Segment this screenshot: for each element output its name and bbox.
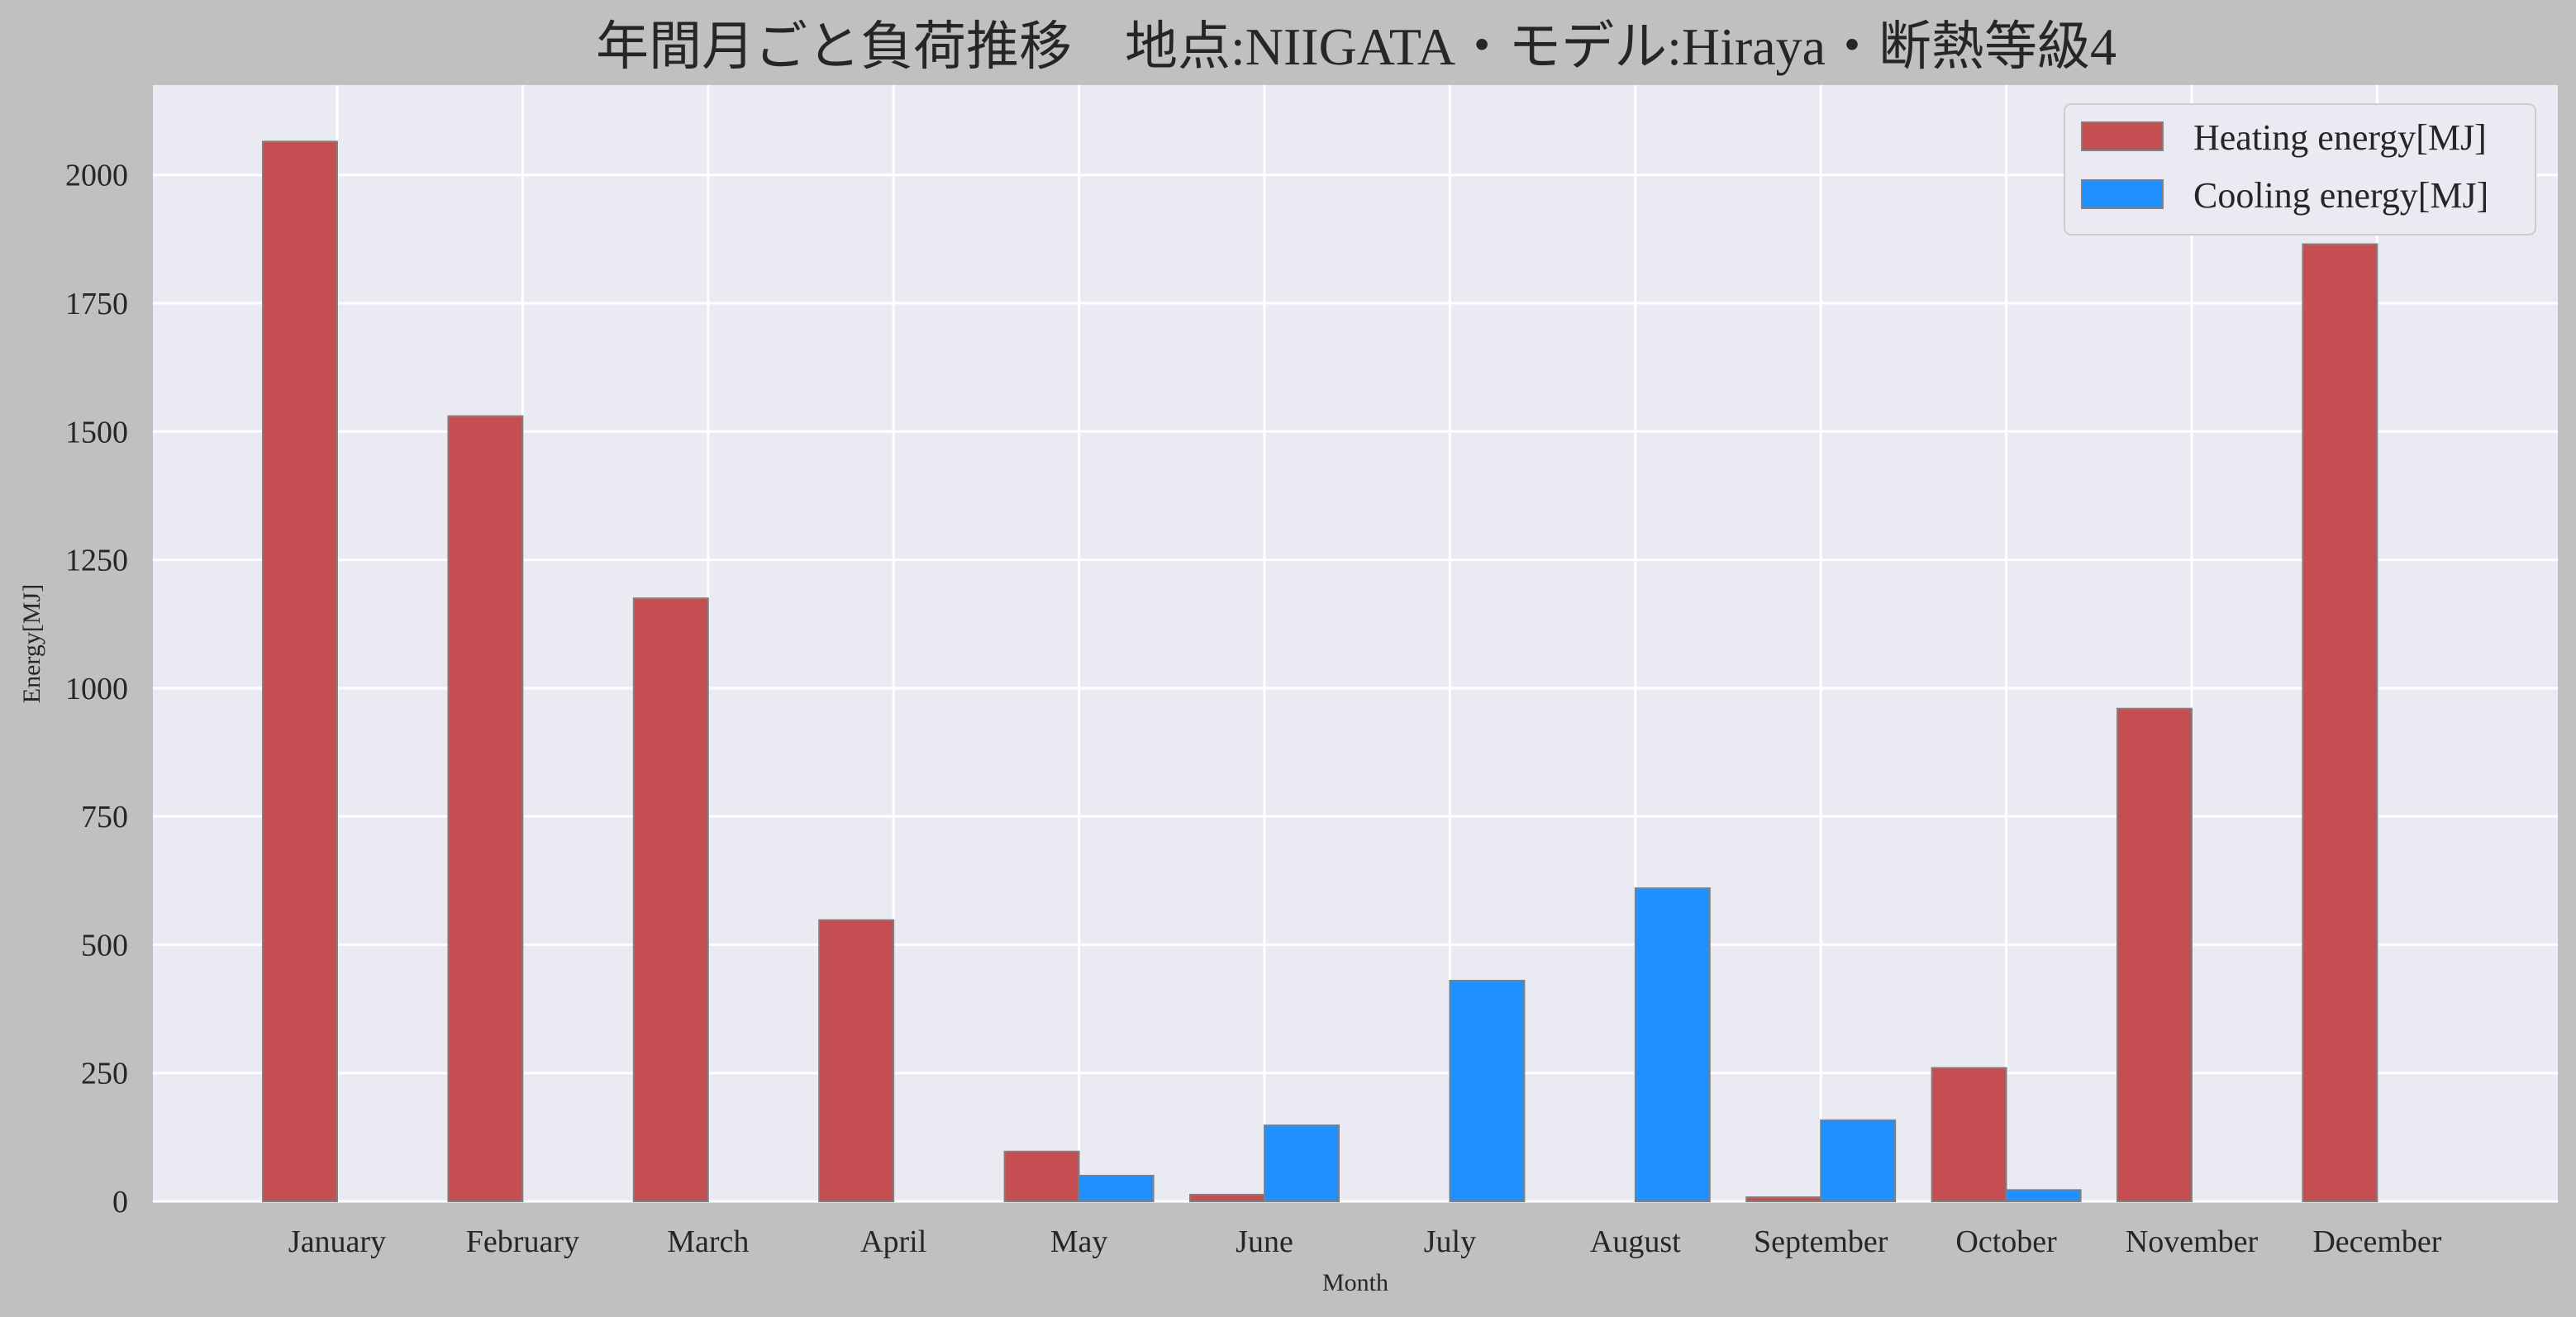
x-tick-label: April [860, 1224, 926, 1259]
legend-label-heating: Heating energy[MJ] [2193, 117, 2487, 158]
x-tick-label: October [1955, 1224, 2057, 1259]
y-tick-label: 500 [81, 928, 128, 963]
bar-heating [2302, 243, 2378, 1203]
y-tick-label: 1750 [65, 287, 128, 321]
bar-cooling [1820, 1119, 1897, 1203]
x-tick-label: July [1424, 1224, 1476, 1259]
y-tick-label: 1250 [65, 544, 128, 578]
legend-swatch-cooling [2081, 179, 2164, 209]
bar-heating [1189, 1193, 1265, 1202]
bar-cooling [1078, 1174, 1155, 1202]
bar-heating [1003, 1150, 1080, 1203]
x-tick-label: May [1050, 1224, 1108, 1259]
y-tick-label: 250 [81, 1057, 128, 1091]
x-tick-label: June [1236, 1224, 1293, 1259]
x-axis-ticks: January February March April May June July Augu… [288, 1224, 2442, 1259]
bar-heating [1931, 1067, 2007, 1202]
bar-heating [447, 415, 524, 1203]
bar-cooling [1264, 1124, 1340, 1202]
y-tick-label: 1000 [65, 672, 128, 706]
bar-heating [632, 597, 709, 1202]
bars [262, 140, 2378, 1203]
bar-cooling [2005, 1189, 2082, 1203]
x-tick-label: February [466, 1224, 579, 1259]
legend: Heating energy[MJ] Cooling energy[MJ] [2064, 103, 2536, 235]
legend-label-cooling: Cooling energy[MJ] [2193, 175, 2488, 216]
y-tick-label: 750 [81, 800, 128, 834]
y-axis-label: Energy[MJ] [18, 584, 45, 703]
chart-title: 年間月ごと負荷推移 地点:NIIGATA・モデル:Hiraya・断熱等級4 [596, 17, 2117, 76]
bar-cooling [1634, 887, 1711, 1203]
bar-heating [2117, 707, 2193, 1202]
y-tick-label: 2000 [65, 159, 128, 193]
x-tick-label: January [288, 1224, 386, 1259]
x-axis-label: Month [1322, 1269, 1388, 1296]
y-tick-label: 1500 [65, 415, 128, 449]
x-tick-label: September [1754, 1224, 1888, 1259]
legend-box [2064, 103, 2536, 235]
y-axis-ticks: 0 250 500 750 1000 1250 1500 1750 2000 [65, 159, 128, 1220]
bar-heating [262, 140, 338, 1203]
y-tick-label: 0 [112, 1185, 128, 1220]
x-tick-label: August [1590, 1224, 1681, 1259]
x-tick-label: December [2312, 1224, 2441, 1259]
bar-cooling [1449, 979, 1526, 1202]
bar-heating [1745, 1196, 1822, 1202]
bar-heating [818, 919, 895, 1202]
legend-swatch-heating [2081, 121, 2164, 151]
x-tick-label: March [667, 1224, 749, 1259]
x-tick-label: November [2126, 1224, 2259, 1259]
